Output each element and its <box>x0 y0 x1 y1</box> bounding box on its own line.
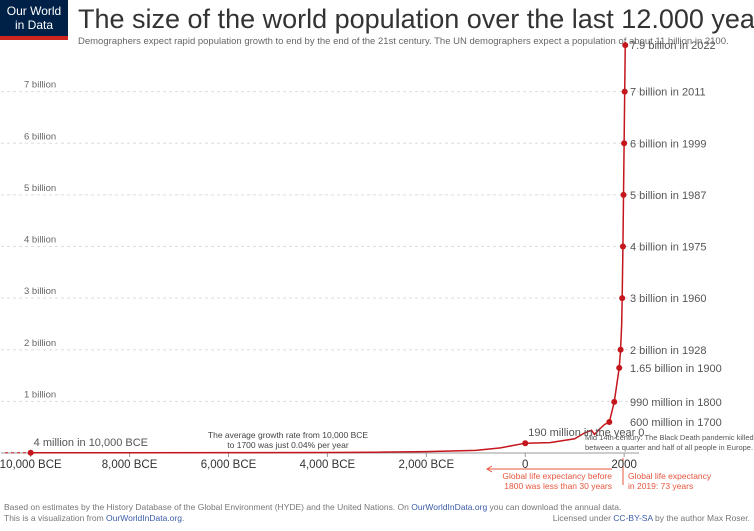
y-tick-label: 7 billion <box>24 80 56 91</box>
y-tick-label: 2 billion <box>24 338 56 349</box>
data-point <box>611 398 618 405</box>
x-tick-label: 2000 <box>611 459 637 471</box>
data-point <box>27 449 34 456</box>
y-tick-label: 6 billion <box>24 131 56 142</box>
footer-link[interactable]: OurWorldInData.org <box>411 502 487 512</box>
x-tick-label: 4,000 BCE <box>300 459 356 471</box>
footer-link[interactable]: OurWorldInData.org <box>106 513 182 523</box>
data-label: 190 million in the year 0 <box>528 427 644 439</box>
data-label: 6 billion in 1999 <box>630 138 706 150</box>
footer-text: by the author Max Roser. <box>653 513 750 523</box>
x-tick-label: 0 <box>522 459 528 471</box>
data-point <box>619 243 626 250</box>
data-point <box>621 88 628 95</box>
footer: Licensed under CC-BY-SA by the author Ma… <box>553 513 750 523</box>
annotation: The average growth rate from 10,000 BCE <box>208 430 368 440</box>
life-arrows <box>486 458 624 485</box>
y-tick-label: 4 billion <box>24 235 56 246</box>
data-point <box>621 140 628 147</box>
x-tick-label: 6,000 BCE <box>201 459 257 471</box>
black-death-note: Mid 14th century: The Black Death pandem… <box>585 433 754 452</box>
y-tick-label: 5 billion <box>24 183 56 194</box>
logo-text: Our World <box>7 4 61 18</box>
chart-title: The size of the world population over th… <box>78 4 754 34</box>
annotation: between a quarter and half of all people… <box>585 443 753 452</box>
data-point <box>622 42 629 49</box>
x-tick-label: 2,000 BCE <box>399 459 455 471</box>
footer: This is a visualization from OurWorldInD… <box>4 513 184 523</box>
population-line <box>30 45 627 454</box>
data-label: 7.9 billion in 2022 <box>630 40 716 52</box>
x-tick-label: 10,000 BCE <box>0 459 62 471</box>
data-label: 1.65 billion in 1900 <box>630 363 722 375</box>
footer-text: . <box>182 513 184 523</box>
data-label: 3 billion in 1960 <box>630 293 706 305</box>
logo-text: in Data <box>15 18 53 32</box>
annotation: in 2019: 73 years <box>628 481 693 491</box>
data-point <box>619 295 626 302</box>
footer-text: Licensed under <box>553 513 614 523</box>
y-tick-label: 1 billion <box>24 389 56 400</box>
data-point <box>616 364 623 371</box>
annotation: Mid 14th century: The Black Death pandem… <box>585 433 754 442</box>
data-label: 2 billion in 1928 <box>630 345 706 357</box>
data-label: 600 million in 1700 <box>630 417 722 429</box>
data-label: 4 billion in 1975 <box>630 242 706 254</box>
logo-bar <box>0 36 68 40</box>
x-tick-label: 8,000 BCE <box>102 459 158 471</box>
chart-subtitle: Demographers expect rapid population gro… <box>78 36 729 47</box>
annotation: Global life expectancy before <box>502 471 612 481</box>
data-point <box>522 440 529 447</box>
data-label: 990 million in 1800 <box>630 397 722 409</box>
life-notes: Global life expectancy before 1800 was l… <box>502 471 712 491</box>
data-label: 7 billion in 2011 <box>630 87 706 99</box>
data-label: 4 million in 10,000 BCE <box>34 437 148 449</box>
footer-text: This is a visualization from <box>4 513 106 523</box>
annotation: 1800 was less than 30 years <box>504 481 612 491</box>
data-point <box>617 346 624 353</box>
footer-link[interactable]: CC-BY-SA <box>613 513 653 523</box>
growth-note: The average growth rate from 10,000 BCE … <box>208 430 368 450</box>
data-point <box>620 191 627 198</box>
logo-box <box>0 0 68 40</box>
annotation: to 1700 was just 0.04% per year <box>227 440 349 450</box>
annotation: Global life expectancy <box>628 471 712 481</box>
arrow-head <box>486 465 493 473</box>
data-point <box>606 419 613 426</box>
footer-text: you can download the annual data. <box>487 502 621 512</box>
footer: Based on estimates by the History Databa… <box>4 502 621 512</box>
data-label: 5 billion in 1987 <box>630 190 706 202</box>
footer-text: Based on estimates by the History Databa… <box>4 502 411 512</box>
y-tick-label: 3 billion <box>24 286 56 297</box>
